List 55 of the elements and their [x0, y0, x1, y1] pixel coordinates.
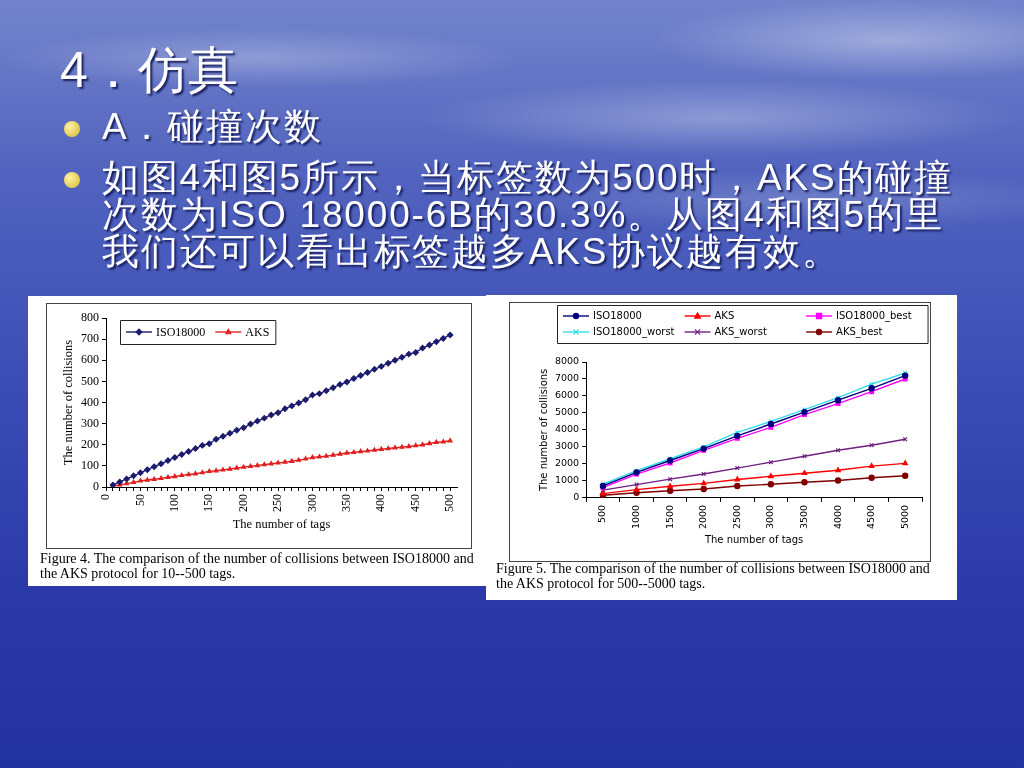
x-axis-title: The number of tags	[232, 516, 331, 531]
legend-label: AKS_worst	[714, 326, 767, 339]
caption: Figure 5. The comparison of the number of collisions between ISO18000 and the AKS protocol for 500--5000 tags.	[496, 561, 931, 591]
y-axis-title: The number of collisions	[537, 368, 549, 493]
legend-label: AKS	[714, 310, 735, 322]
legend-label: ISO18000	[156, 324, 206, 339]
x-tick-label: 3500	[797, 504, 809, 530]
legend-label: ISO18000	[593, 310, 642, 322]
y-tick-label: 1000	[554, 474, 580, 486]
x-tick-label: 150	[201, 494, 216, 512]
x-tick-label: 50	[132, 494, 147, 506]
x-tick-label: 4500	[865, 504, 877, 530]
y-tick-label: 800	[81, 310, 99, 325]
y-tick-label: 4000	[554, 423, 580, 435]
y-tick-label: 6000	[554, 389, 580, 401]
text: 4．仿真	[60, 41, 238, 100]
y-tick-label: 5000	[554, 406, 580, 418]
y-tick-label: 3000	[554, 440, 580, 452]
y-tick-label: 700	[81, 331, 99, 346]
y-axis-title: The number of collisions	[60, 339, 75, 466]
y-tick-label: 400	[81, 394, 99, 409]
y-tick-label: 100	[81, 458, 99, 473]
x-tick-label: 1500	[663, 504, 675, 530]
x-tick-label: 100	[166, 494, 181, 512]
y-tick-label: 200	[81, 436, 99, 451]
legend-label: AKS_best	[836, 326, 883, 339]
x-tick-label: 2000	[697, 504, 709, 530]
legend-label: AKS	[245, 324, 270, 339]
x-tick-label: 3000	[764, 504, 776, 530]
legend-label: ISO18000_best	[836, 310, 912, 323]
x-tick-label: 4000	[831, 504, 843, 530]
x-tick-label: 0	[98, 494, 113, 500]
y-tick-label: 8000	[554, 355, 580, 367]
text: 如图4和图5所示，当标签数为500时，AKS的碰撞次数为ISO 18000-6B的30.3%。从图4和图5的里我们还可以看出标签越多AKS协议越有效。	[102, 157, 953, 272]
y-tick-label: 7000	[554, 372, 580, 384]
y-tick-label: 0	[93, 479, 99, 494]
caption: Figure 4. The comparison of the number of collisions between ISO18000 and the AKS protocol for 10--500 tags.	[40, 551, 475, 581]
x-tick-label: 5000	[898, 504, 910, 530]
x-tick-label: 450	[407, 494, 422, 512]
x-tick-label: 250	[270, 494, 285, 512]
x-tick-label: 2500	[730, 504, 742, 530]
x-tick-label: 500	[596, 504, 608, 523]
x-tick-label: 1000	[630, 504, 642, 530]
y-tick-label: 300	[81, 415, 99, 430]
x-tick-label: 350	[339, 494, 354, 512]
text: A．碰撞次数	[102, 106, 323, 147]
x-tick-label: 400	[373, 494, 388, 512]
x-tick-label: 500	[442, 494, 457, 512]
y-tick-label: 2000	[554, 457, 580, 469]
y-tick-label: 600	[81, 352, 99, 367]
y-tick-label: 500	[81, 373, 99, 388]
x-tick-label: 300	[304, 494, 319, 512]
x-tick-label: 200	[235, 494, 250, 512]
x-axis-title: The number of tags	[703, 533, 804, 545]
legend-label: ISO18000_worst	[593, 326, 675, 339]
